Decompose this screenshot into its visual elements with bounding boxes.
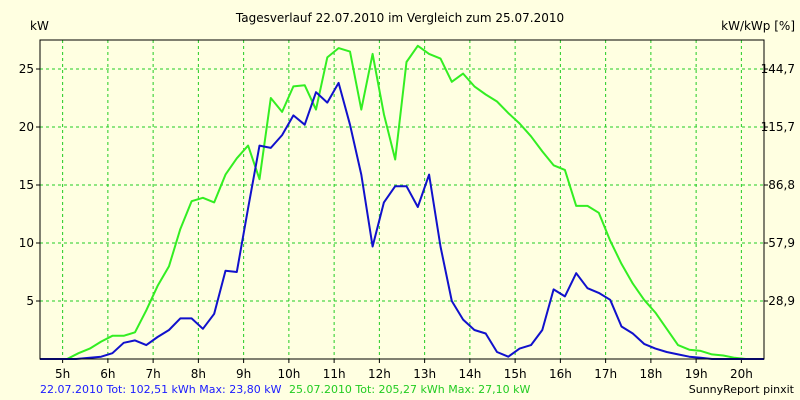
chart-title: Tagesverlauf 22.07.2010 im Vergleich zum… [235, 11, 564, 25]
x-tick-label: 17h [594, 367, 617, 381]
y2-tick-label: 86,8 [768, 178, 795, 192]
y2-tick-label: 28,9 [768, 294, 795, 308]
x-tick-label: 8h [191, 367, 206, 381]
blue-series-summary: 22.07.2010 Tot: 102,51 kWh Max: 23,80 kW [40, 383, 282, 396]
y-tick-label: 5 [26, 294, 34, 308]
y2-tick-label: 57,9 [768, 236, 795, 250]
x-tick-label: 13h [413, 367, 436, 381]
x-tick-label: 5h [55, 367, 70, 381]
series-lines [40, 44, 764, 360]
x-tick-label: 19h [685, 367, 708, 381]
grid [40, 40, 764, 359]
x-tick-label: 9h [236, 367, 251, 381]
x-tick-label: 15h [504, 367, 527, 381]
series-line-25-07-2010 [40, 44, 764, 360]
green-series-summary: 25.07.2010 Tot: 205,27 kWh Max: 27,10 kW [289, 383, 531, 396]
x-tick-label: 7h [146, 367, 161, 381]
y2-tick-label: 115,7 [761, 120, 795, 134]
y-axis-label: kW [30, 19, 49, 33]
y-tick-label: 10 [19, 236, 34, 250]
y-tick-label: 20 [19, 120, 34, 134]
x-tick-label: 12h [368, 367, 391, 381]
x-tick-label: 20h [730, 367, 753, 381]
series-line-22-07-2010 [40, 81, 764, 360]
credit-text: SunnyReport pinxit [689, 383, 795, 396]
x-tick-label: 11h [323, 367, 346, 381]
y-tick-label: 15 [19, 178, 34, 192]
y2-tick-label: 144,7 [761, 62, 795, 76]
y2-axis-label: kW/kWp [%] [721, 19, 795, 33]
x-tick-label: 10h [277, 367, 300, 381]
axis-ticks: 5h 6h 7h 8h 9h 10h 11h 12h 13h 14h 15h 16h 17h 18h 19h… [19, 62, 795, 381]
footer-summary: 22.07.2010 Tot: 102,51 kWh Max: 23,80 kW… [40, 383, 531, 396]
x-tick-label: 14h [458, 367, 481, 381]
x-tick-label: 16h [549, 367, 572, 381]
y-tick-label: 25 [19, 62, 34, 76]
x-tick-label: 6h [100, 367, 115, 381]
x-tick-label: 18h [639, 367, 662, 381]
plot-frame [39, 39, 765, 360]
